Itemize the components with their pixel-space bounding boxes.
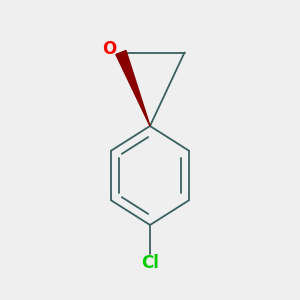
Text: O: O	[102, 40, 117, 58]
Text: Cl: Cl	[141, 254, 159, 272]
Polygon shape	[116, 50, 150, 126]
